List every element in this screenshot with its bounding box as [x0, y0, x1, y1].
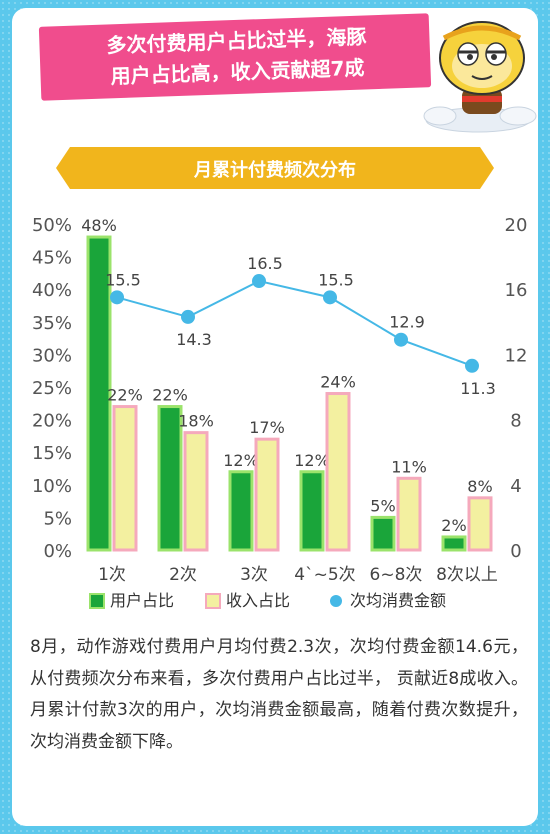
bar-revenue-share-label: 8% [467, 477, 492, 496]
right-axis-tick: 20 [505, 215, 528, 236]
avg-spend-label: 15.5 [105, 270, 141, 289]
category-label: 3次 [240, 565, 268, 585]
left-axis-tick: 0% [43, 541, 72, 562]
avg-spend-point [323, 290, 337, 305]
left-axis-tick: 10% [32, 476, 72, 497]
avg-spend-point [110, 290, 124, 305]
right-axis-tick: 8 [510, 411, 521, 432]
bar-user-share [228, 470, 254, 552]
monkey-mascot-icon [423, 21, 537, 133]
bar-user-share [441, 535, 467, 552]
bar-revenue-share-label: 18% [178, 412, 214, 431]
left-axis-tick: 50% [32, 215, 72, 236]
bar-user-share-label: 5% [370, 496, 395, 515]
bar-revenue-share-label: 24% [320, 373, 356, 392]
bar-user-share [370, 515, 396, 552]
avg-spend-label: 11.3 [460, 379, 496, 398]
bar-user-share-label: 12% [294, 451, 330, 470]
section-header: 月累计付费频次分布 [56, 147, 494, 189]
bar-revenue-share [112, 405, 138, 552]
bar-user-share [86, 235, 112, 552]
avg-spend-label: 15.5 [318, 270, 354, 289]
bar-user-share-label: 2% [441, 516, 466, 535]
bar-revenue-share [396, 476, 422, 552]
bar-revenue-share-label: 22% [107, 386, 143, 405]
category-label: 1次 [98, 565, 126, 585]
avg-spend-label: 12.9 [389, 313, 425, 332]
frequency-chart: 0% 5% 10% 15% 20% 25% 30% 35% 40% 45% 50% 0 4 8 12 16 20… [32, 215, 528, 610]
avg-spend-label: 16.5 [247, 254, 283, 273]
avg-spend-point [252, 274, 266, 289]
avg-spend-line [116, 279, 473, 367]
bar-revenue-share [467, 496, 493, 552]
category-label: 2次 [169, 565, 197, 585]
bar-revenue-share [183, 431, 209, 552]
bar-revenue-share-label: 17% [249, 418, 285, 437]
left-axis-tick: 35% [32, 313, 72, 334]
section-title: 月累计付费频次分布 [194, 160, 356, 181]
category-label: 4`~5次 [294, 565, 355, 585]
left-axis-tick: 5% [43, 508, 72, 529]
avg-spend-point [181, 309, 195, 324]
bar-revenue-share [254, 437, 280, 552]
left-axis-tick: 20% [32, 411, 72, 432]
right-axis-tick: 16 [505, 280, 528, 301]
category-label: 6~8次 [370, 565, 423, 585]
right-axis-tick: 12 [505, 345, 528, 366]
category-label: 8次以上 [436, 565, 498, 585]
avg-spend-point [394, 332, 408, 347]
bar-revenue-share-label: 11% [391, 457, 427, 476]
legend-swatch-revenue-share [205, 593, 221, 609]
headline-text: 多次付费用户占比过半，海豚 用户占比高，收入贡献超7成 [51, 20, 423, 95]
avg-spend-label: 14.3 [176, 330, 212, 349]
legend-swatch-avg-spend [330, 595, 342, 607]
bar-user-share-label: 48% [81, 216, 117, 235]
right-axis-tick: 4 [510, 476, 521, 497]
bar-user-share [299, 470, 325, 552]
right-axis-tick: 0 [510, 541, 521, 562]
left-axis-tick: 45% [32, 248, 72, 269]
bar-revenue-share [325, 392, 351, 552]
avg-spend-point [465, 358, 479, 373]
left-axis-tick: 30% [32, 345, 72, 366]
legend-label-user-share: 用户占比 [110, 591, 174, 610]
left-axis-tick: 40% [32, 280, 72, 301]
left-axis-tick: 25% [32, 378, 72, 399]
bar-user-share-label: 12% [223, 451, 259, 470]
legend-label-revenue-share: 收入占比 [226, 591, 290, 610]
description-text: 8月，动作游戏付费用户月均付费2.3次，次均付费金额14.6元，从付费频次分布来… [30, 637, 528, 752]
left-axis-tick: 15% [32, 443, 72, 464]
bar-user-share [157, 405, 183, 552]
bar-user-share-label: 22% [152, 386, 188, 405]
legend-swatch-user-share [89, 593, 105, 609]
legend-label-avg-spend: 次均消费金额 [350, 591, 446, 610]
